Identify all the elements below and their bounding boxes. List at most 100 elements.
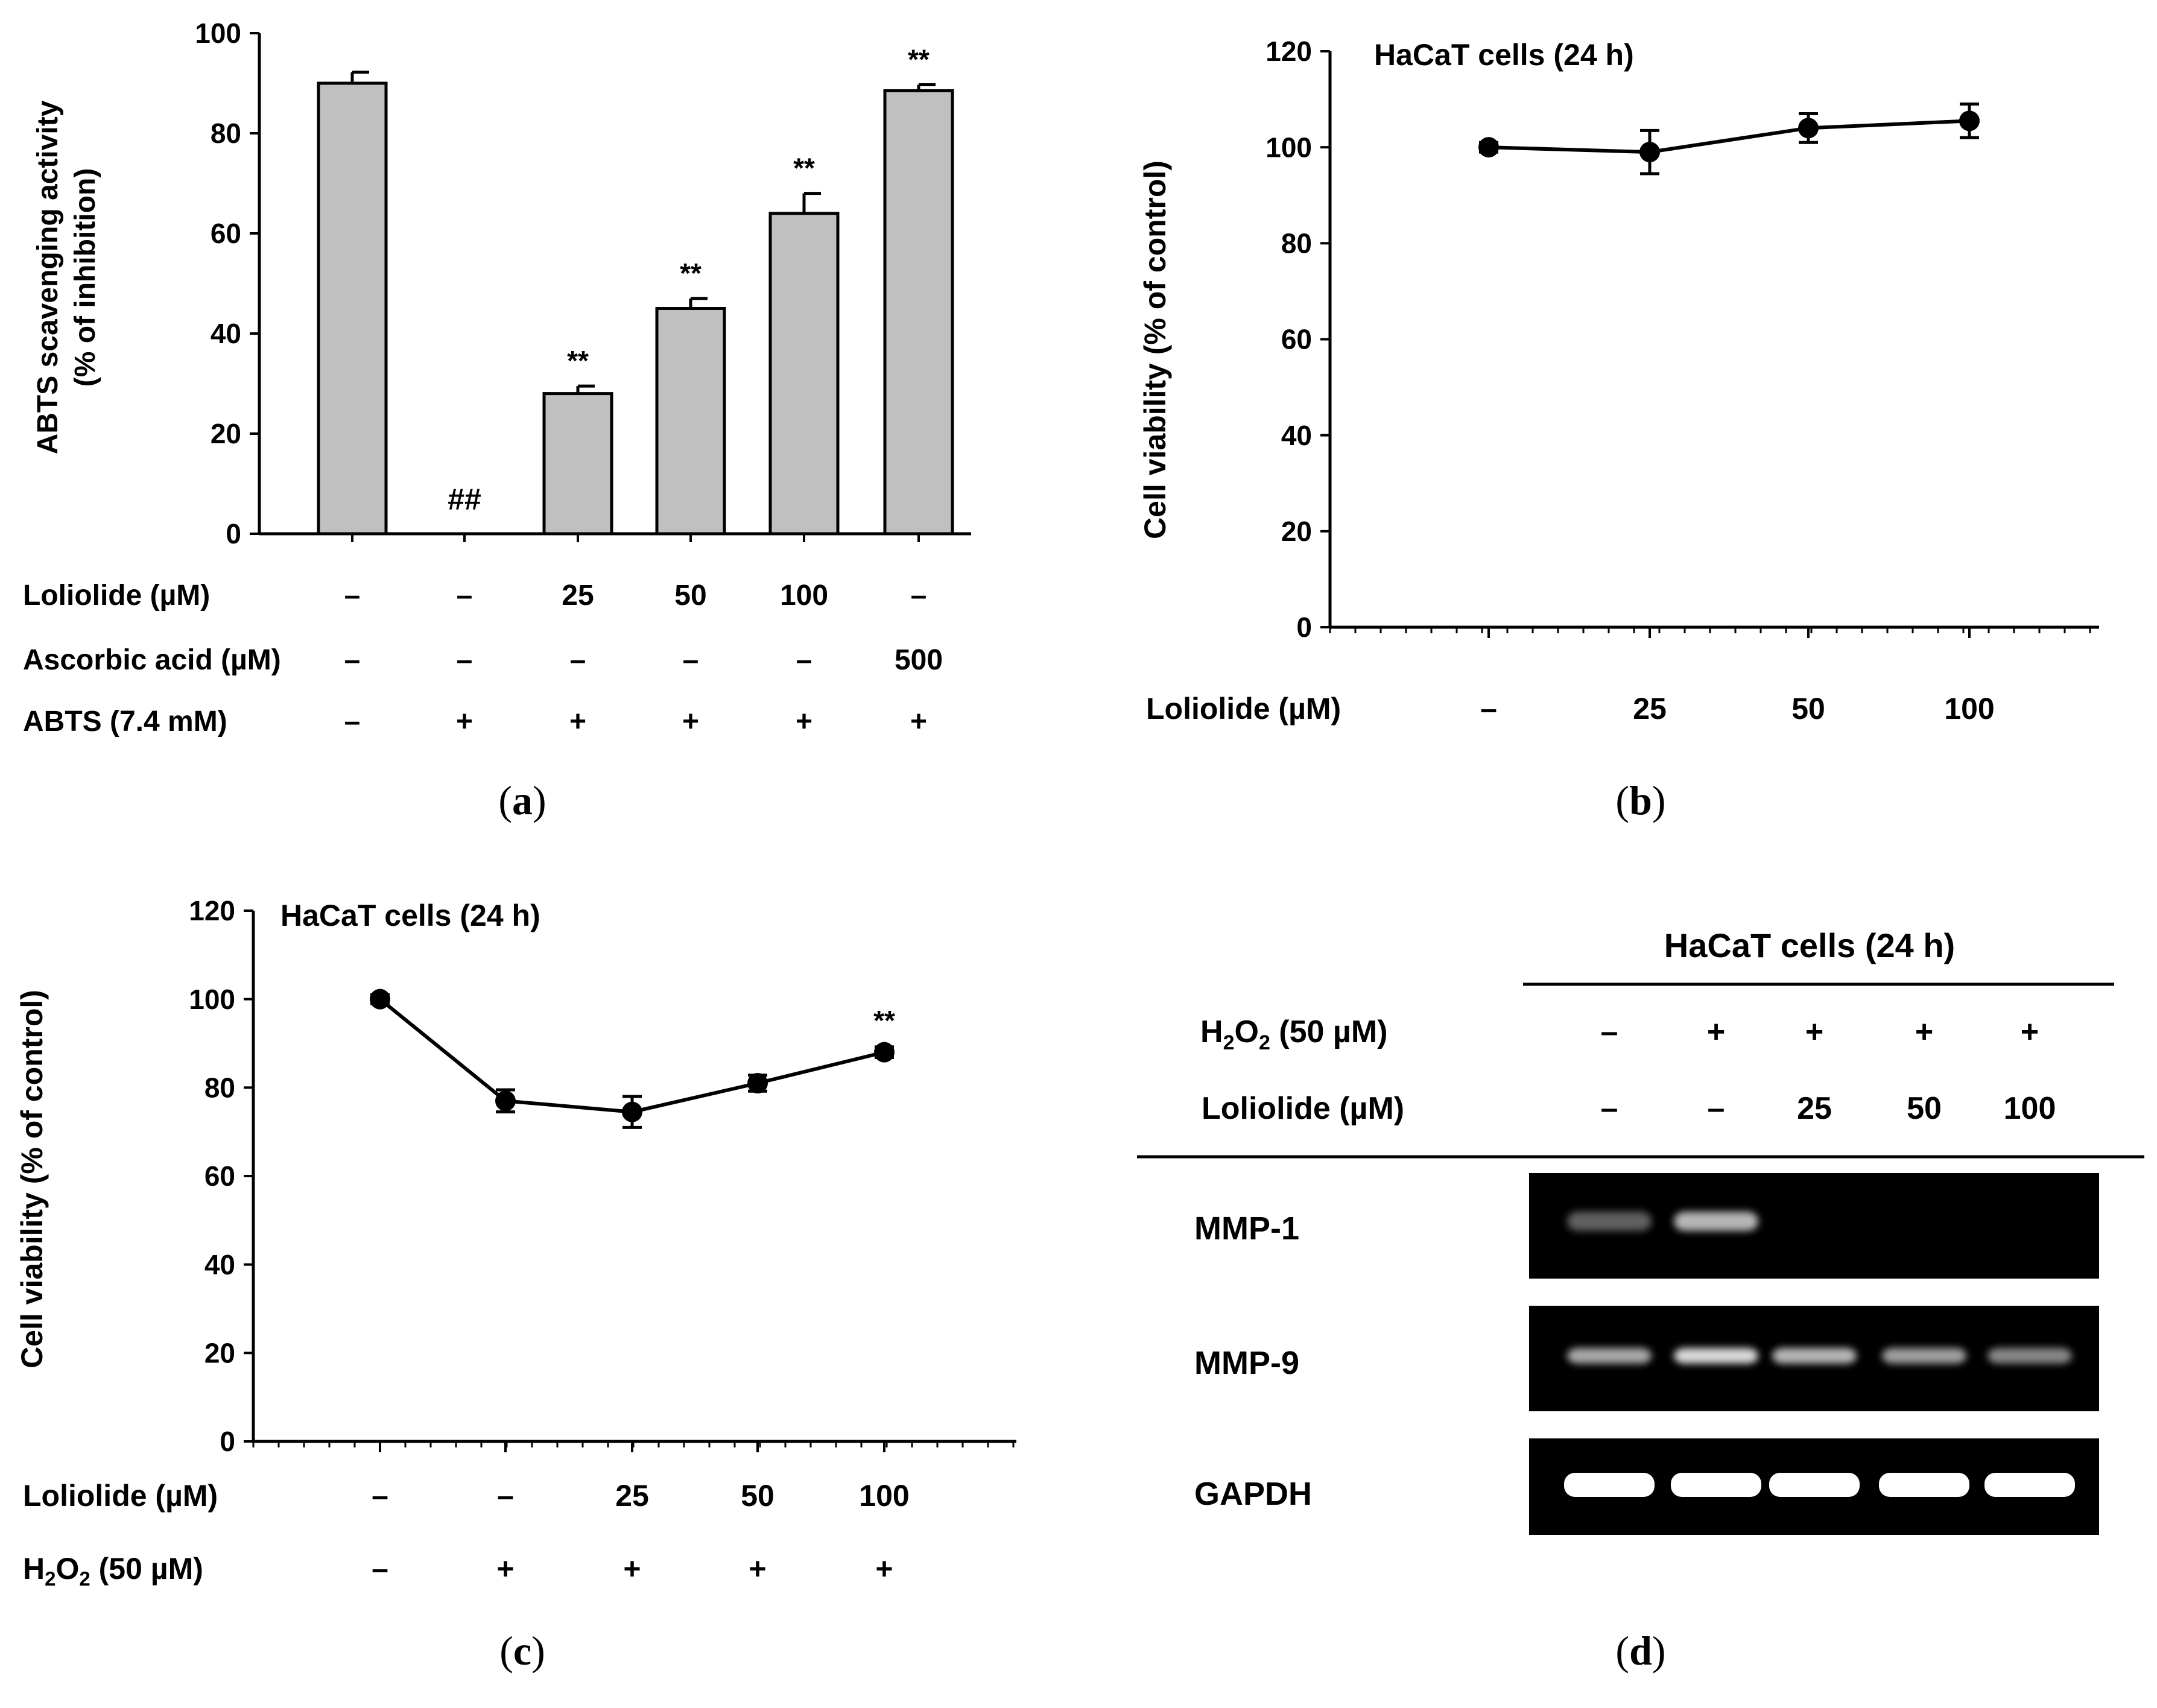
panel-d-loliolide-value: – <box>1708 1091 1725 1126</box>
panel-c-row-value: – <box>497 1479 514 1513</box>
panel-a-significance-label: ** <box>567 345 589 376</box>
panel-a-bar <box>655 307 726 536</box>
panel-d-loliolide-value: 100 <box>2004 1091 2056 1126</box>
panel-a-row-value: – <box>683 644 699 676</box>
panel-c-chart: Cell viability (% of control) HaCaT cell… <box>15 895 1016 1590</box>
panel-b-row-value: 100 <box>1944 692 1994 726</box>
panel-a-row-value: + <box>682 706 699 738</box>
panel-c-row-value: + <box>623 1552 641 1586</box>
panel-a-row-label: Loliolide (µM) <box>23 580 210 612</box>
panel-a-significance-label: ** <box>680 258 702 289</box>
panel-b-ytick-label: 80 <box>1281 227 1312 259</box>
panel-c-ytick-label: 40 <box>204 1249 235 1280</box>
panel-c-data-point <box>370 988 390 1010</box>
panel-a-row-value: 25 <box>562 580 594 612</box>
panel-d-title: HaCaT cells (24 h) <box>1664 926 1955 964</box>
panel-b-ytick-label: 0 <box>1296 612 1312 643</box>
panel-b-ytick-label: 20 <box>1281 516 1312 547</box>
panel-a-ytick-label: 0 <box>226 518 241 549</box>
panel-d-band <box>1567 1348 1652 1364</box>
panel-a-treatment-table: Loliolide (µM) – – 25 50 100 – Ascorbic acid (µ… <box>23 580 943 738</box>
panel-b-data-point <box>1798 118 1819 139</box>
panel-c-ytick-label: 80 <box>204 1072 235 1103</box>
panel-c-data-point <box>495 1090 516 1112</box>
panel-b-row-value: – <box>1480 692 1497 726</box>
panel-d-lane-headers: – + + + + – – 25 50 100 <box>1601 1014 2056 1126</box>
panel-a-row-value: – <box>457 580 473 612</box>
panel-d-h2o2-value: + <box>1805 1014 1823 1049</box>
panel-a-bar <box>317 81 388 536</box>
panel-c-ytick-label: 120 <box>189 895 235 926</box>
panel-c-row-value: + <box>749 1552 766 1586</box>
panel-a-bar <box>542 392 613 536</box>
panel-d-band <box>1879 1473 1969 1497</box>
panel-b-row-label: Loliolide (µM) <box>1146 692 1341 726</box>
panel-c-data-point <box>874 1042 895 1063</box>
panel-a-bar <box>768 212 840 536</box>
panel-d-loliolide-value: 25 <box>1797 1091 1832 1126</box>
panel-b-row-value: 50 <box>1791 692 1825 726</box>
panel-d-h2o2-value: + <box>1707 1014 1725 1049</box>
panel-b-data-point <box>1639 142 1660 163</box>
panel-c-row-label: H2O2 (50 µM) <box>23 1552 203 1590</box>
panel-c-treatment-table: Loliolide (µM) – – 25 50 100 H2O2 (50 µM) – + + + + <box>23 1479 910 1590</box>
panel-a-row-value: – <box>344 706 361 738</box>
panel-a-ytick-label: 20 <box>211 418 241 449</box>
panel-a-ytick-label: 80 <box>211 118 241 149</box>
panel-b-ytick-label: 100 <box>1265 131 1312 163</box>
panel-d-loliolide-value: 50 <box>1907 1091 1942 1126</box>
panel-a-row-label: Ascorbic acid (µM) <box>23 644 281 676</box>
panel-c-row-value: – <box>372 1552 388 1586</box>
panel-d-band <box>1564 1473 1655 1497</box>
panel-a-bar <box>883 89 954 536</box>
panel-a-row-value: – <box>457 644 473 676</box>
panel-c-significance-label: ** <box>873 1005 895 1036</box>
panel-a-bars: ## ** ** ** ** <box>317 43 954 542</box>
panel-a-row-value: – <box>570 644 586 676</box>
panel-d-band <box>1674 1348 1758 1364</box>
panel-d-row-label: GAPDH <box>1194 1476 1312 1512</box>
panel-d-h2o2-value: + <box>2021 1014 2039 1049</box>
panel-c-row-value: + <box>496 1552 514 1586</box>
panel-d-blot: HaCaT cells (24 h) H2O2 (50 µM) Loliolid… <box>1137 926 2144 1535</box>
panel-a-row-value: 500 <box>895 644 943 676</box>
panel-b-ylabel: Cell viability (% of control) <box>1138 160 1172 539</box>
panel-a-ytick-label: 60 <box>211 218 241 249</box>
panel-d-band <box>1882 1348 1966 1364</box>
panel-d-band <box>1674 1212 1758 1231</box>
panel-a-row-label: ABTS (7.4 mM) <box>23 706 227 738</box>
panel-c-ytick-label: 20 <box>204 1337 235 1368</box>
panel-c-ytick-label: 100 <box>189 984 235 1015</box>
panel-b-data-point <box>1478 137 1499 158</box>
panel-a-caption: (a) <box>498 777 546 823</box>
panel-b-caption: (b) <box>1615 777 1665 823</box>
panel-c-row-label: Loliolide (µM) <box>23 1479 218 1513</box>
panel-d-band <box>1988 1348 2072 1364</box>
panel-a-row-value: – <box>796 644 812 676</box>
panel-a-row-value: 100 <box>780 580 828 612</box>
panel-a-ylabel-line2: (% of inhibition) <box>69 168 101 387</box>
panel-d-band <box>1671 1473 1761 1497</box>
panel-a-ytick-label: 40 <box>211 318 241 349</box>
panel-c-data-point <box>622 1101 642 1122</box>
panel-d-h2o2-value: + <box>1915 1014 1933 1049</box>
panel-c-row-value: 100 <box>859 1479 909 1513</box>
panel-a-ytick-label: 100 <box>195 17 241 49</box>
panel-b-series-line <box>1488 119 1970 154</box>
panel-d-caption: (d) <box>1615 1628 1665 1674</box>
panel-a-significance-label: ** <box>793 153 815 184</box>
panel-a-row-value: + <box>910 706 927 738</box>
panel-a-row-value: 50 <box>674 580 706 612</box>
panel-d-loliolide-value: – <box>1601 1091 1618 1126</box>
panel-d-band <box>1984 1473 2075 1497</box>
panel-c-y-ticks: 0 20 40 60 80 100 120 <box>189 895 253 1457</box>
panel-c-ytick-label: 60 <box>204 1160 235 1192</box>
panel-d-loliolide-label: Loliolide (µM) <box>1202 1091 1404 1126</box>
panel-b-row-value: 25 <box>1633 692 1667 726</box>
panel-c-title: HaCaT cells (24 h) <box>280 899 540 932</box>
panel-b-data-point <box>1959 110 1980 131</box>
panel-d-band <box>1772 1348 1857 1364</box>
panel-c-data-point <box>747 1073 768 1093</box>
panel-d-row-label: MMP-1 <box>1194 1210 1299 1247</box>
